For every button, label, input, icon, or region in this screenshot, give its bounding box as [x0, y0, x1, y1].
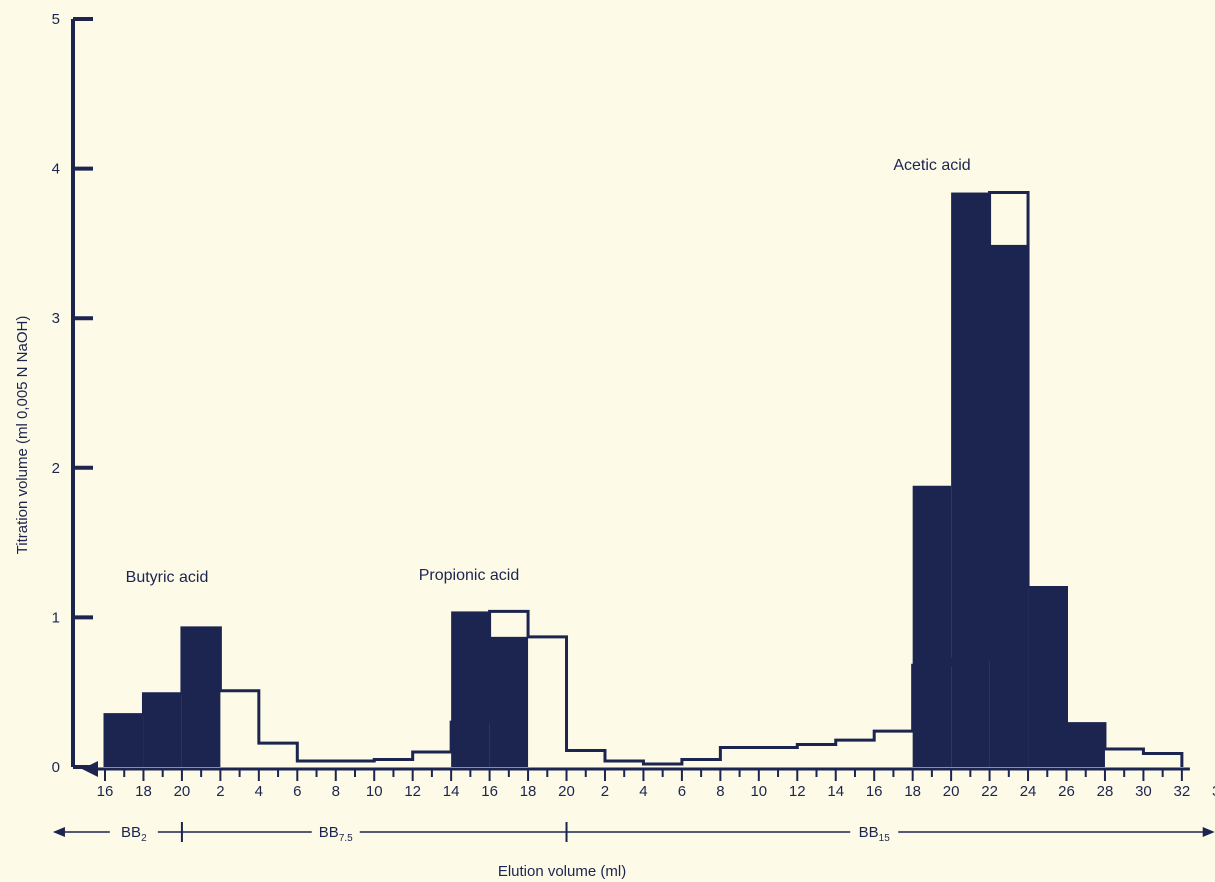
y-tick-label: 1 — [52, 609, 60, 626]
x-tick-label: 22 — [981, 783, 998, 800]
x-tick-label: 30 — [1135, 783, 1152, 800]
x-axis-title: Elution volume (ml) — [498, 863, 626, 880]
x-tick-label: 6 — [293, 783, 301, 800]
y-tick-label: 3 — [52, 310, 60, 327]
x-tick-label: 20 — [558, 783, 575, 800]
peak-bar — [181, 627, 221, 767]
x-tick-label: 16 — [481, 783, 498, 800]
eluent-segments: BB2 BB7.5 BB15 — [52, 822, 1215, 844]
x-tick-label: 24 — [1020, 783, 1037, 800]
x-tick-label: 14 — [443, 783, 460, 800]
y-tick-label: 0 — [52, 759, 60, 776]
eluent-label-bg — [311, 822, 360, 842]
x-tick-label: 10 — [750, 783, 767, 800]
x-tick-label: 34 — [1212, 783, 1215, 800]
x-tick-label: 26 — [1058, 783, 1075, 800]
peak-bar — [105, 714, 144, 767]
eluent-arrow-left — [52, 827, 65, 837]
filled-bars — [105, 192, 1105, 767]
peak-bar — [912, 485, 952, 767]
eluent-arrow-right — [1202, 827, 1215, 837]
eluent-label-bg — [850, 822, 899, 842]
peak-bar — [451, 611, 490, 767]
peak-label-acetic: Acetic acid — [893, 157, 970, 174]
x-tick-label: 4 — [255, 783, 263, 800]
fraction-outline — [103, 191, 1184, 767]
peak-bar — [989, 244, 1029, 767]
y-tick-label: 4 — [52, 161, 60, 178]
x-tick-label: 12 — [404, 783, 421, 800]
x-tick-label: 16 — [866, 783, 883, 800]
x-tick-label: 16 — [97, 783, 114, 800]
eluent-label-bg — [109, 822, 158, 842]
axes — [71, 17, 1190, 781]
x-tick-label: 8 — [332, 783, 340, 800]
x-tick-label: 20 — [174, 783, 191, 800]
x-tick-label: 28 — [1097, 783, 1114, 800]
x-tick-label: 18 — [520, 783, 537, 800]
eluent-label: BB2 — [121, 824, 147, 844]
x-tick-label: 32 — [1174, 783, 1191, 800]
x-tick-label: 4 — [639, 783, 647, 800]
peak-bar — [951, 192, 990, 767]
x-tick-label: 20 — [943, 783, 960, 800]
peak-bar — [143, 693, 182, 767]
y-tick-label: 2 — [52, 460, 60, 477]
y-axis-title: Titration volume (ml 0,005 N NaOH) — [14, 316, 31, 555]
peak-bar — [1066, 723, 1105, 767]
x-tick-label: 18 — [135, 783, 152, 800]
x-tick-label: 2 — [601, 783, 609, 800]
peak-label-butyric: Butyric acid — [126, 569, 209, 586]
x-tick-label: 8 — [716, 783, 724, 800]
peak-bar — [1028, 587, 1067, 767]
x-tick-label: 14 — [827, 783, 844, 800]
x-tick-label: 6 — [678, 783, 686, 800]
x-tick-label: 2 — [216, 783, 224, 800]
y-tick-label: 5 — [52, 11, 60, 28]
x-tick-label: 10 — [366, 783, 383, 800]
peak-bar — [489, 636, 529, 767]
x-tick-label: 18 — [904, 783, 921, 800]
peak-label-propionic: Propionic acid — [419, 567, 520, 584]
x-tick-label: 12 — [789, 783, 806, 800]
